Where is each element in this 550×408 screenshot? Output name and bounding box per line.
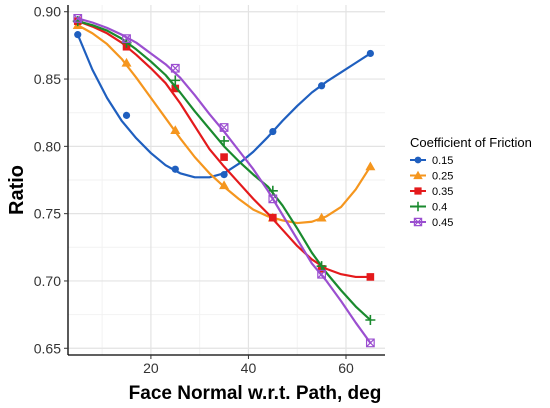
legend-title: Coefficient of Friction xyxy=(410,135,532,150)
series-0.45 xyxy=(73,14,375,348)
data-point xyxy=(268,194,278,204)
data-point xyxy=(318,82,326,90)
legend-item: 0.45 xyxy=(410,217,453,229)
y-tick-label: 0.65 xyxy=(34,340,61,356)
legend-item: 0.25 xyxy=(410,171,453,183)
legend-label: 0.35 xyxy=(432,186,453,198)
data-point xyxy=(122,34,131,44)
legend-item: 0.4 xyxy=(410,202,447,214)
data-point xyxy=(316,261,327,272)
legend-label: 0.15 xyxy=(432,155,453,167)
y-tick-label: 0.70 xyxy=(34,273,61,289)
data-point xyxy=(121,57,132,67)
data-point xyxy=(170,63,180,73)
x-tick-label: 20 xyxy=(143,360,159,376)
x-axis-title: Face Normal w.r.t. Path, deg xyxy=(129,383,382,404)
y-tick-label: 0.75 xyxy=(34,206,61,222)
data-point xyxy=(73,14,83,23)
legend-label: 0.4 xyxy=(432,202,447,214)
data-point xyxy=(219,123,229,132)
legend-item: 0.35 xyxy=(410,186,453,198)
y-tick-label: 0.90 xyxy=(34,4,61,20)
data-point xyxy=(365,338,375,348)
data-point xyxy=(267,185,278,196)
data-point xyxy=(122,111,131,119)
data-point xyxy=(219,180,230,190)
data-point xyxy=(365,315,376,325)
data-point xyxy=(220,153,228,161)
data-point xyxy=(269,127,277,136)
data-point xyxy=(414,156,422,164)
data-point xyxy=(366,49,374,58)
data-point xyxy=(171,84,180,93)
legend: Coefficient of Friction 0.15 0.25 0.35 0.4 0… xyxy=(410,135,532,229)
data-point xyxy=(413,201,423,212)
data-point xyxy=(170,75,181,86)
x-tick-label: 60 xyxy=(338,360,354,376)
data-point xyxy=(74,31,82,39)
data-point xyxy=(414,187,422,195)
y-tick-label: 0.85 xyxy=(34,71,61,87)
data-point xyxy=(170,125,181,134)
data-point xyxy=(413,217,423,227)
series-group xyxy=(72,14,376,348)
y-axis-title: Ratio xyxy=(6,165,28,215)
legend-item: 0.15 xyxy=(410,155,453,167)
series-0.15 xyxy=(74,31,374,179)
y-tick-label: 0.80 xyxy=(34,138,61,154)
data-point xyxy=(316,212,327,222)
legend-label: 0.45 xyxy=(432,217,453,229)
data-point xyxy=(269,213,277,222)
legend-label: 0.25 xyxy=(432,171,453,183)
data-point xyxy=(220,171,228,179)
data-point xyxy=(171,165,179,173)
x-tick-label: 40 xyxy=(241,360,257,376)
data-point xyxy=(365,161,376,171)
data-point xyxy=(317,269,326,279)
data-point xyxy=(366,273,375,281)
data-point xyxy=(413,170,423,180)
data-point xyxy=(219,135,230,146)
axis-ticks: 20 40 60 0.65 0.70 0.75 0.80 0.85 0.90 xyxy=(34,4,354,376)
